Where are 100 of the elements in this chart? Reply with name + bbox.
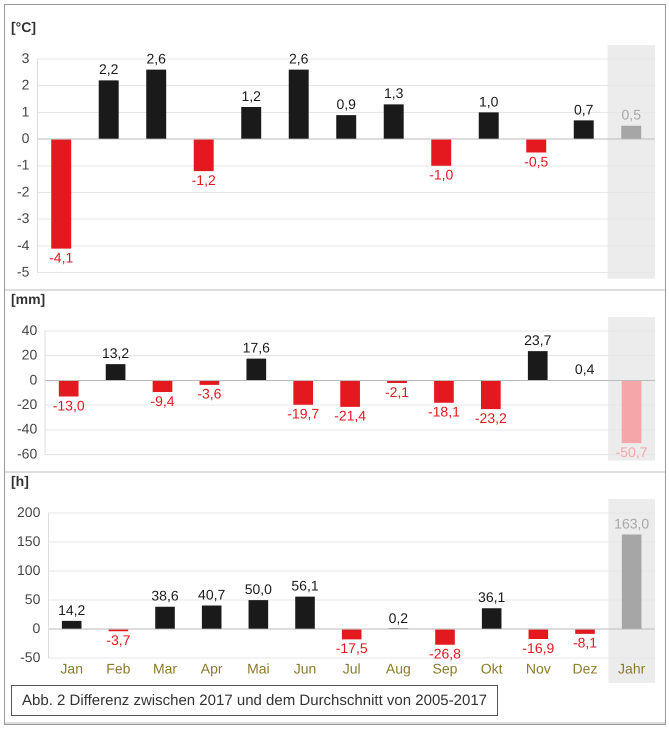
bar	[482, 608, 502, 629]
x-tick-label: Okt	[480, 660, 503, 676]
bar	[526, 140, 546, 152]
data-label: -2,1	[384, 384, 410, 400]
bar	[295, 596, 315, 629]
y-tick-label: 20	[22, 346, 38, 363]
data-label: -50,7	[616, 444, 648, 460]
y-tick-label: 0	[32, 620, 41, 636]
x-tick-label: Aug	[386, 660, 411, 676]
data-label: 40,7	[198, 586, 226, 602]
bar	[288, 70, 309, 139]
bar	[387, 380, 407, 384]
data-label: 1,3	[384, 85, 404, 102]
bar	[622, 380, 642, 444]
bar	[106, 364, 126, 380]
y-tick-label: 0	[22, 130, 30, 146]
x-tick-label: Feb	[106, 660, 131, 676]
y-axis-title: [mm]	[11, 290, 46, 307]
bar	[340, 380, 360, 407]
y-tick-label: 150	[17, 532, 41, 549]
bar	[51, 140, 72, 249]
data-label: -13,0	[52, 397, 85, 414]
data-label: -17,5	[336, 640, 368, 656]
x-tick-label: Jun	[294, 660, 316, 676]
data-label: 0,2	[388, 610, 408, 626]
y-tick-label: -2	[16, 183, 30, 200]
y-tick-label: -60	[17, 445, 38, 462]
data-label: -19,7	[287, 406, 320, 422]
data-label: -1,0	[429, 166, 454, 183]
x-tick-label: Mar	[152, 660, 178, 676]
x-tick-label: Mai	[247, 660, 270, 676]
data-label: 17,6	[242, 340, 270, 356]
data-label: -16,9	[522, 640, 554, 656]
data-label: 23,7	[524, 332, 552, 348]
bar	[480, 380, 501, 410]
bar	[293, 380, 314, 405]
y-tick-label: -1	[16, 156, 30, 173]
bar	[574, 120, 594, 139]
x-tick-label: Jan	[60, 660, 83, 676]
bar	[528, 351, 548, 380]
y-tick-label: 1	[22, 103, 30, 120]
data-label: -3,6	[197, 386, 222, 402]
bar	[98, 80, 119, 139]
data-label: -8,1	[572, 634, 598, 651]
x-tick-label: Apr	[200, 660, 223, 676]
bar	[431, 140, 452, 166]
bar	[622, 534, 642, 629]
y-tick-label: 100	[17, 562, 41, 578]
y-tick-label: -4	[16, 236, 30, 253]
data-label: -21,4	[334, 408, 366, 424]
data-label: -1,2	[192, 172, 216, 188]
data-label: -4,1	[49, 249, 74, 266]
data-label: 1,2	[241, 88, 262, 104]
data-label: 0,9	[336, 96, 356, 112]
y-axis-title: [°C]	[11, 18, 36, 35]
x-tick-label: Jul	[342, 660, 361, 676]
y-tick-label: 0	[29, 371, 38, 388]
y-tick-label: -50	[20, 649, 41, 666]
y-tick-label: -40	[17, 420, 38, 437]
data-label: 13,2	[102, 344, 130, 361]
data-label: 56,1	[291, 577, 319, 594]
data-label: 50,0	[244, 580, 272, 597]
x-tick-label: Jahr	[618, 660, 646, 676]
x-tick-label: Nov	[526, 660, 551, 676]
y-tick-label: 200	[17, 504, 41, 520]
data-label: -18,1	[428, 404, 460, 420]
data-label: 2,6	[288, 50, 309, 67]
bar	[435, 630, 455, 645]
x-tick-label: Sep	[432, 660, 458, 676]
data-label: 14,2	[58, 602, 86, 618]
data-label: -0,5	[524, 153, 549, 170]
y-axis-title: [h]	[11, 472, 29, 489]
bar	[621, 126, 642, 139]
bar	[58, 380, 79, 397]
y-tick-label: -3	[16, 210, 30, 226]
bar	[241, 107, 262, 139]
bar	[336, 115, 356, 139]
data-label: -9,4	[150, 392, 175, 409]
y-tick-label: 3	[22, 50, 30, 66]
bar	[152, 380, 172, 392]
bar	[434, 380, 454, 403]
bar	[384, 104, 404, 139]
bar	[528, 630, 548, 639]
data-label: 36,1	[478, 589, 506, 606]
bar	[155, 606, 175, 629]
bar	[202, 606, 222, 629]
bar	[246, 358, 266, 380]
data-label: -3,7	[106, 632, 131, 648]
data-label: 163,0	[614, 515, 650, 532]
data-label: 2,6	[146, 50, 166, 67]
y-tick-label: 40	[22, 322, 38, 338]
data-label: -23,2	[474, 410, 507, 426]
data-label: 38,6	[151, 588, 179, 604]
caption: Abb. 2 Differenz zwischen 2017 und dem Durchschnitt von 2005-2017	[11, 685, 498, 716]
bar	[342, 630, 362, 640]
data-label: 0,5	[622, 106, 642, 123]
bar	[478, 112, 499, 139]
y-tick-label: -5	[16, 263, 30, 280]
bar	[146, 70, 166, 139]
bar	[575, 630, 595, 634]
